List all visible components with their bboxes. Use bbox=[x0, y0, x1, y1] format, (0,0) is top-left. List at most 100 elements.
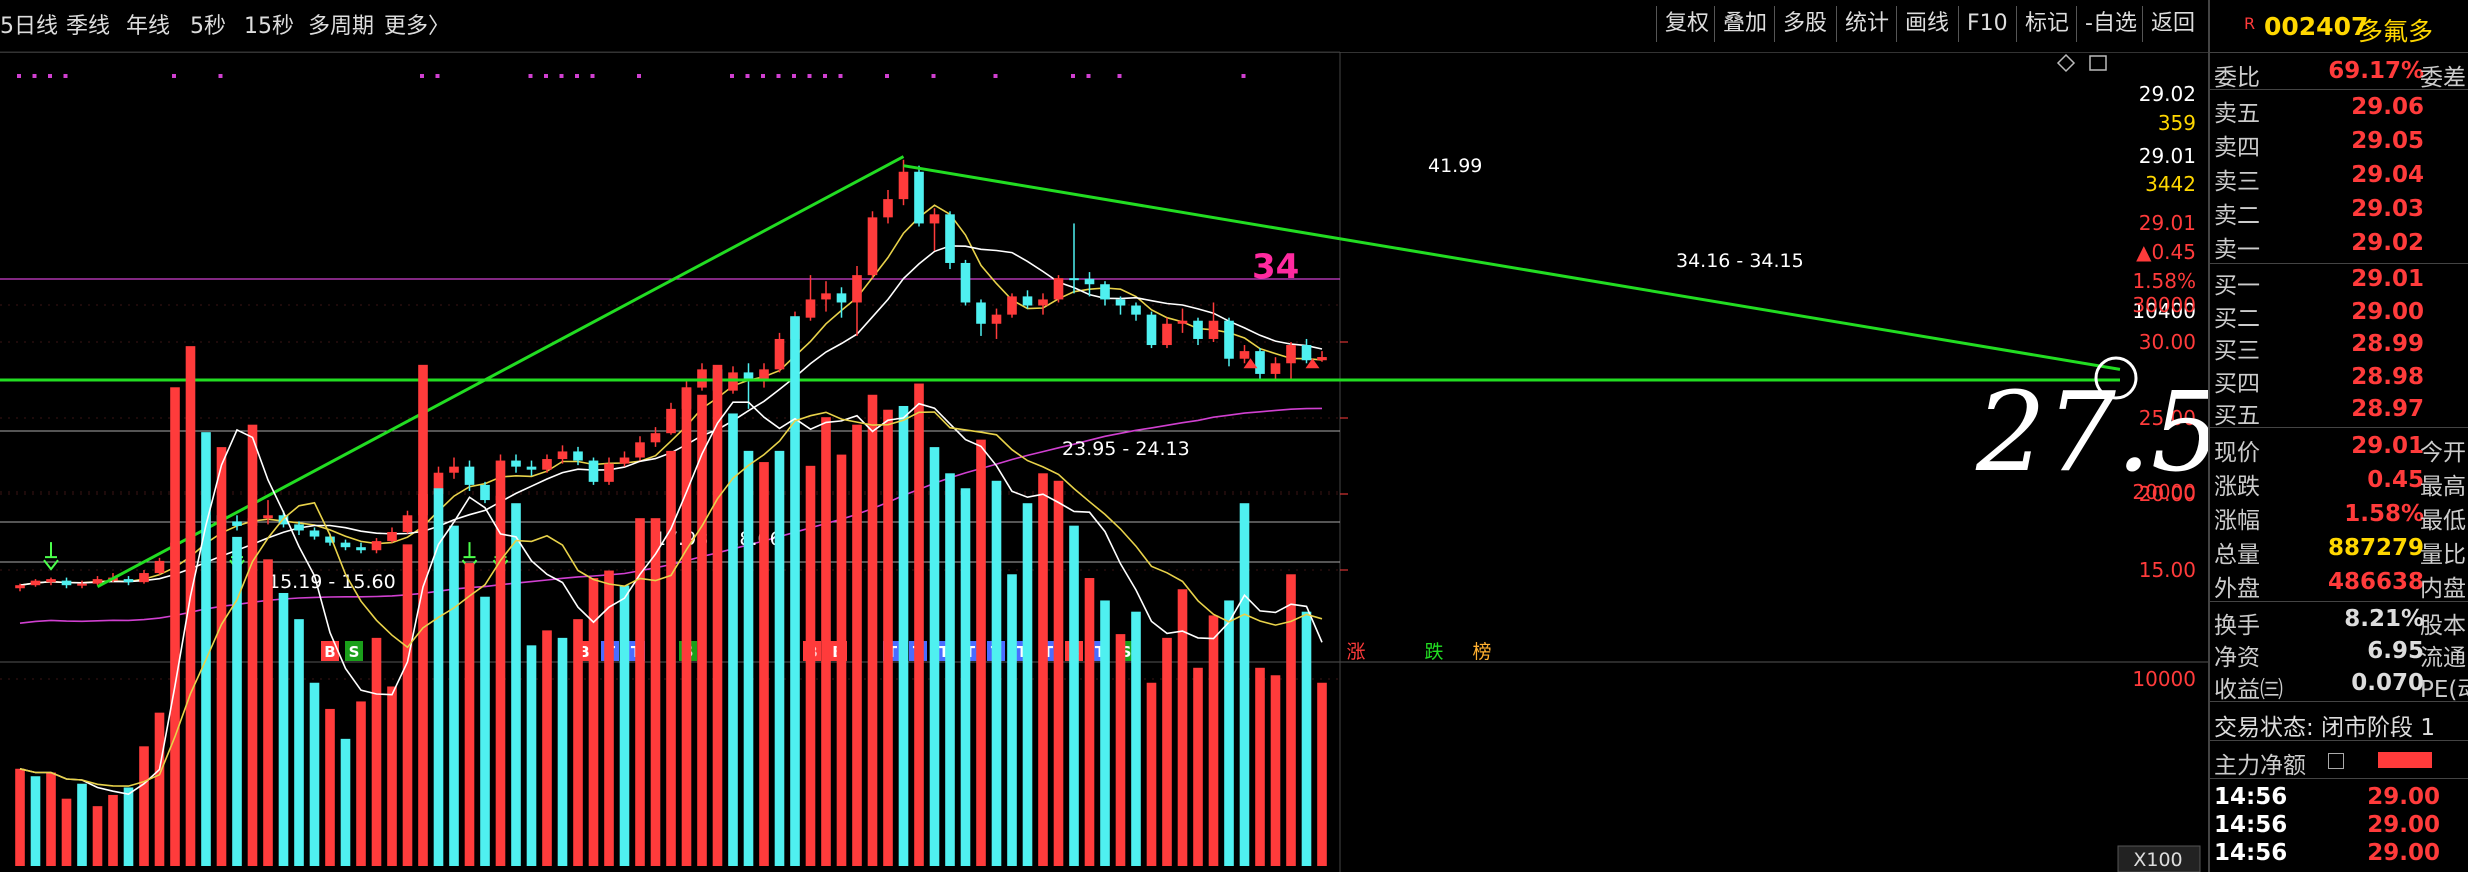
webi-diff-label: 委差 bbox=[2420, 65, 2466, 91]
back-button[interactable]: 返回 bbox=[2142, 6, 2203, 42]
buy-level-2: 买二 29.00 bbox=[2210, 297, 2468, 332]
candle-body bbox=[1239, 351, 1250, 359]
price-axis-marker: 29.02 bbox=[2139, 82, 2196, 106]
indicator-dot bbox=[776, 74, 781, 78]
candle-body bbox=[666, 408, 676, 434]
buy-level-3: 买三 28.99 bbox=[2210, 329, 2468, 364]
price-axis-marker: 3442 bbox=[2145, 172, 2196, 196]
candle-body bbox=[588, 460, 599, 482]
statistics-button[interactable]: 统计 bbox=[1836, 6, 1897, 42]
sell-level-5-label: 卖五 bbox=[2214, 101, 2260, 127]
volume-bar bbox=[278, 592, 289, 866]
indicator-dot bbox=[218, 74, 223, 78]
volume-bar bbox=[263, 559, 273, 866]
volume-bar bbox=[573, 619, 583, 866]
sell-level-1-label: 卖一 bbox=[2214, 237, 2260, 263]
volume-bar bbox=[1007, 574, 1017, 866]
candle-body bbox=[650, 433, 661, 443]
indicator-dot bbox=[17, 74, 21, 78]
candle-body bbox=[77, 583, 87, 586]
price-annotation-0: 41.99 bbox=[1428, 155, 1482, 177]
volume-bar bbox=[1239, 503, 1250, 866]
candle-body bbox=[1084, 278, 1095, 285]
period-year-button[interactable]: 年线 bbox=[126, 14, 171, 39]
diamond-icon[interactable] bbox=[2056, 53, 2076, 73]
buy-level-4: 买四 28.98 bbox=[2210, 362, 2468, 397]
multi-stock-button[interactable]: 多股 bbox=[1774, 6, 1835, 42]
candle-body bbox=[759, 369, 769, 382]
period-15sec-button[interactable]: 15秒 bbox=[244, 14, 294, 39]
main-flow-row[interactable]: 主力净额 bbox=[2210, 744, 2468, 779]
trade-status: 交易状态: 闭市阶段 1 bbox=[2210, 706, 2468, 741]
volume-bar bbox=[697, 394, 707, 866]
volume-bar bbox=[650, 518, 661, 866]
volume-bar bbox=[774, 450, 785, 866]
volume-bar bbox=[1084, 578, 1095, 866]
buy-level-2-value: 29.00 bbox=[2351, 298, 2424, 325]
overlay-button[interactable]: 叠加 bbox=[1714, 6, 1775, 42]
candle-body bbox=[542, 459, 552, 470]
indicator-dot bbox=[1117, 74, 1122, 78]
candle-body bbox=[402, 515, 413, 532]
adjust-button[interactable]: 复权 bbox=[1656, 6, 1717, 42]
tick-price: 29.00 bbox=[2367, 784, 2440, 810]
buy-level-4-value: 28.98 bbox=[2351, 363, 2424, 390]
volume-bar bbox=[61, 798, 72, 866]
candle-body bbox=[371, 541, 382, 551]
volume-bar bbox=[108, 794, 118, 866]
volume-bar bbox=[449, 525, 459, 866]
indicator-dot bbox=[559, 74, 564, 78]
info-2-label: 收益㈢ bbox=[2214, 677, 2283, 703]
quote-2-value: 1.58% bbox=[2344, 501, 2424, 527]
volume-bar bbox=[92, 806, 103, 866]
sell-level-3-value: 29.04 bbox=[2351, 162, 2424, 188]
period-quarter-button[interactable]: 季线 bbox=[66, 14, 111, 39]
info-1: 净资 6.95 流通 bbox=[2210, 636, 2468, 671]
volume-bar bbox=[154, 712, 165, 866]
webi-value: 69.17% bbox=[2328, 58, 2424, 84]
signal-badge-B bbox=[321, 641, 339, 661]
volume-bar bbox=[1208, 615, 1219, 866]
menu-icon[interactable] bbox=[2328, 753, 2344, 769]
volume-axis-label: 10000 bbox=[2132, 667, 2196, 691]
sell-level-2: 卖二 29.03 bbox=[2210, 194, 2468, 229]
volume-bar bbox=[898, 405, 909, 866]
candle-body bbox=[1162, 323, 1172, 346]
volume-unit-box bbox=[2117, 845, 2201, 872]
period-5day-button[interactable]: 5日线 bbox=[0, 14, 58, 39]
window-icon[interactable] bbox=[2089, 55, 2107, 71]
quote-1-ext: 最高 bbox=[2420, 474, 2466, 500]
multi-period-button[interactable]: 多周期 bbox=[308, 14, 375, 39]
volume-bar bbox=[1193, 667, 1203, 866]
sell-level-2-value: 29.03 bbox=[2351, 196, 2424, 222]
tick-time: 14:56 bbox=[2214, 840, 2288, 866]
volume-bar bbox=[1115, 634, 1126, 866]
period-5sec-button[interactable]: 5秒 bbox=[190, 14, 226, 39]
signal-label: T bbox=[965, 643, 976, 661]
remove-watchlist-button[interactable]: -自选 bbox=[2076, 6, 2145, 42]
buy-level-4-label: 买四 bbox=[2214, 370, 2260, 397]
price-axis-marker: 10400 bbox=[2132, 299, 2196, 323]
signal-label: T bbox=[1043, 643, 1054, 661]
f10-button[interactable]: F10 bbox=[1958, 6, 2016, 42]
volume-axis-label: 30000 bbox=[2132, 293, 2196, 317]
mark-button[interactable]: 标记 bbox=[2016, 6, 2077, 42]
candle-body bbox=[960, 262, 971, 303]
volume-bar bbox=[805, 465, 816, 866]
volume-bar bbox=[511, 503, 521, 866]
volume-bar bbox=[418, 364, 428, 866]
sell-level-4-value: 29.05 bbox=[2351, 128, 2424, 154]
volume-axis-label: 20000 bbox=[2132, 480, 2196, 504]
more-periods-button[interactable]: 更多〉 bbox=[384, 14, 451, 39]
candle-body bbox=[1224, 320, 1234, 359]
volume-bar bbox=[216, 447, 227, 866]
tick-row: 14:56 29.00 bbox=[2210, 838, 2468, 870]
tick-time: 14:56 bbox=[2214, 784, 2288, 810]
sell-level-5: 卖五 29.06 bbox=[2210, 92, 2468, 127]
draw-line-button[interactable]: 画线 bbox=[1896, 6, 1957, 42]
quote-panel: R 002407 多氟多 委比 69.17% 委差 卖五 29.06 卖四 29.05… bbox=[2208, 0, 2468, 872]
candle-body bbox=[1115, 299, 1126, 306]
indicator-dot bbox=[575, 74, 579, 78]
candle-body bbox=[92, 579, 103, 584]
